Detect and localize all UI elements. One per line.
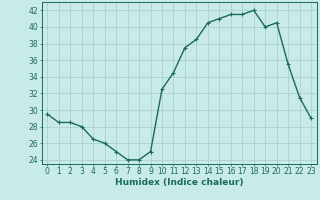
- X-axis label: Humidex (Indice chaleur): Humidex (Indice chaleur): [115, 178, 244, 187]
